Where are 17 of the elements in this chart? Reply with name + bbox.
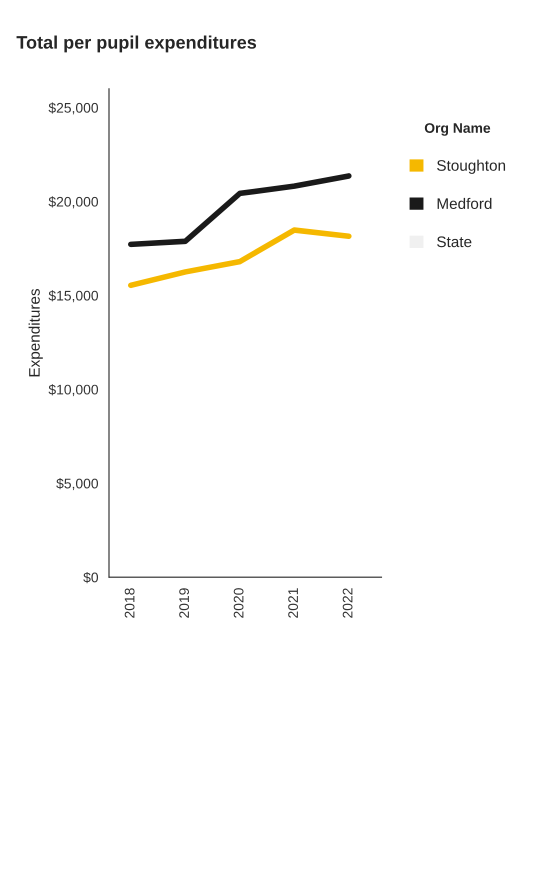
x-tick-label: 2020	[234, 588, 244, 618]
legend-label: Stoughton	[437, 160, 506, 174]
y-tick-label: $15,000	[48, 290, 98, 302]
x-tick-label: 2022	[342, 588, 353, 618]
y-tick-label: $10,000	[48, 384, 98, 396]
chart-title: Total per pupil expenditures	[16, 36, 256, 52]
x-tick-label: 2021	[288, 588, 298, 618]
legend-title: Org Name	[424, 123, 490, 136]
y-tick-label: $20,000	[48, 196, 98, 208]
legend-label: State	[437, 236, 472, 248]
legend-label: Medford	[438, 198, 492, 210]
y-tick-label: $25,000	[48, 102, 98, 114]
x-tick-label: 2019	[179, 588, 190, 618]
y-tick-label: $0	[83, 572, 98, 584]
x-tick-label: 2018	[124, 588, 135, 618]
y-tick-label: $5,000	[56, 478, 98, 490]
y-axis-title: Expenditures	[28, 288, 43, 376]
